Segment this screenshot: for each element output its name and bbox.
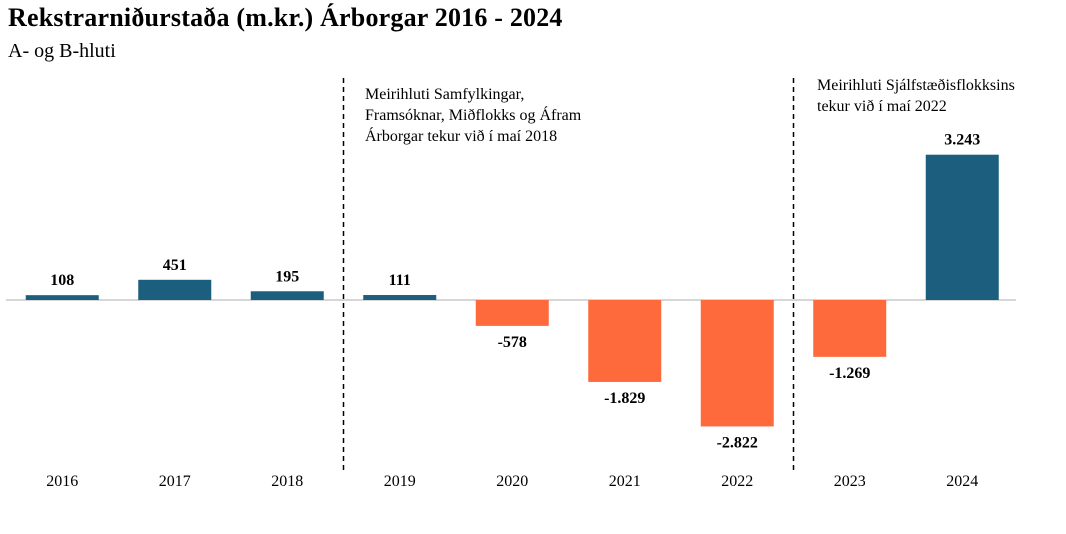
value-label-2020: -578: [498, 334, 527, 351]
x-tick-2018: 2018: [271, 473, 303, 490]
value-label-2019: 111: [389, 272, 411, 289]
value-label-2023: -1.269: [829, 365, 870, 382]
value-label-2016: 108: [50, 272, 74, 289]
x-tick-2017: 2017: [159, 473, 191, 490]
bar-2022: [700, 300, 774, 427]
annotation-2022-majority: Meirihluti Sjálfstæðisflokksins tekur vi…: [817, 77, 1015, 115]
bar-2023: [813, 300, 887, 357]
chart-subtitle: A- og B-hluti: [8, 40, 116, 62]
bar-2016: [25, 295, 99, 300]
x-tick-2021: 2021: [609, 473, 641, 490]
bar-2020: [475, 300, 549, 326]
value-label-2017: 451: [163, 257, 187, 274]
annotation-2018-majority: Meirihluti Samfylkingar, Framsóknar, Mið…: [365, 86, 582, 145]
bar-2024: [925, 154, 999, 300]
value-label-2021: -1.829: [604, 390, 645, 407]
x-tick-2020: 2020: [496, 473, 528, 490]
x-tick-2022: 2022: [721, 473, 753, 490]
x-tick-2023: 2023: [834, 473, 866, 490]
bar-2018: [250, 291, 324, 300]
bar-2019: [363, 295, 437, 300]
value-label-2024: 3.243: [944, 132, 980, 149]
value-label-2022: -2.822: [717, 434, 758, 451]
bar-2021: [588, 300, 662, 382]
x-tick-2019: 2019: [384, 473, 416, 490]
value-label-2018: 195: [275, 268, 299, 285]
bar-2017: [138, 279, 212, 300]
x-tick-2024: 2024: [946, 473, 978, 490]
chart-title: Rekstrarniðurstaða (m.kr.) Árborgar 2016…: [8, 3, 563, 32]
x-tick-2016: 2016: [46, 473, 78, 490]
